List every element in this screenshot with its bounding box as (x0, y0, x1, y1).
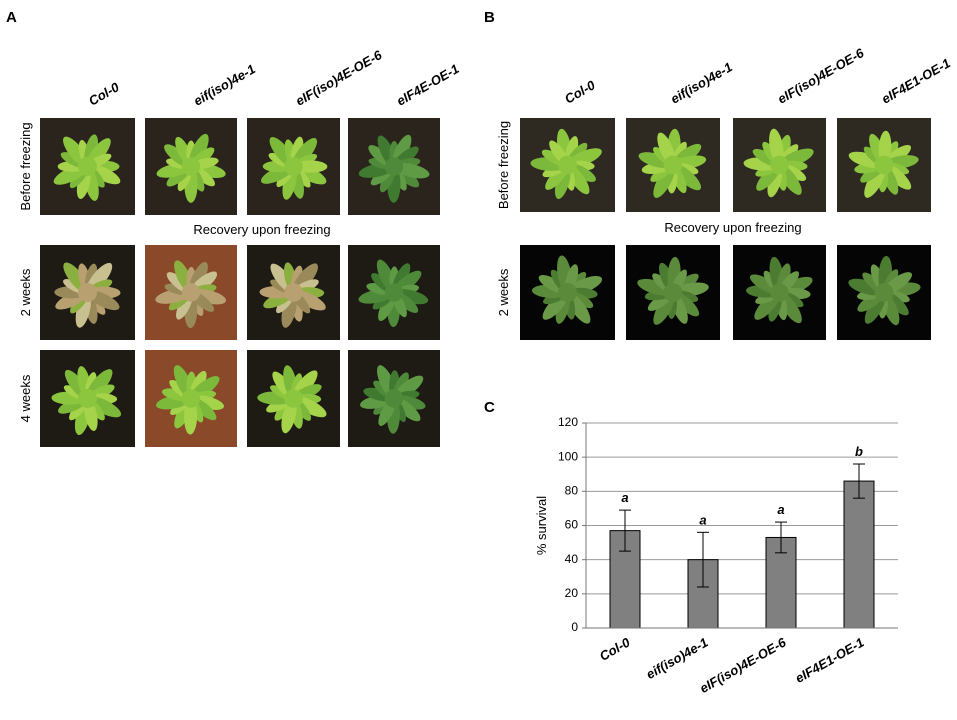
panel-label: A (6, 9, 17, 26)
significance-letter: b (855, 444, 863, 459)
row-label: Before freezing (18, 122, 33, 210)
x-tick-label: Col-0 (597, 634, 633, 664)
y-tick-label: 60 (565, 518, 579, 532)
leaf (284, 283, 303, 302)
plant-photo (733, 245, 826, 340)
leaf (384, 389, 404, 408)
bar (843, 480, 875, 629)
leaf (181, 283, 201, 302)
y-tick-label: 100 (558, 449, 578, 463)
plant-photo (348, 118, 440, 215)
column-label: eIF(iso)4E-OE-6 (293, 47, 385, 109)
plant-photo (626, 245, 720, 340)
y-axis-title: % survival (534, 496, 549, 555)
leaf (184, 398, 198, 435)
leaf (874, 283, 894, 302)
plant-photo (145, 118, 237, 215)
panel-label: B (484, 9, 495, 26)
plant-photo (247, 118, 340, 215)
leaf (284, 157, 303, 176)
y-tick-label: 80 (565, 484, 579, 498)
error-bar (775, 521, 787, 554)
panel-label: C (484, 399, 495, 416)
y-tick-label: 0 (571, 620, 578, 634)
section-title: Recovery upon freezing (664, 220, 801, 235)
plant-photo (520, 118, 615, 212)
significance-letter: a (777, 502, 784, 517)
leaf (663, 155, 683, 175)
plant-photo (348, 350, 440, 447)
significance-letter: a (699, 512, 706, 527)
leaf (181, 157, 201, 176)
column-label: Col-0 (562, 77, 598, 107)
x-tick-label: eif(iso)4e-1 (644, 635, 711, 682)
leaf (770, 155, 789, 175)
column-label: eif(iso)4e-1 (668, 59, 735, 106)
column-label: eIF(iso)4E-OE-6 (775, 45, 867, 107)
error-bar (697, 531, 709, 588)
significance-letter: a (621, 490, 628, 505)
leaf (284, 389, 303, 408)
leaf (558, 283, 577, 302)
x-tick-label: eIF(iso)4E-OE-6 (697, 634, 789, 696)
leaf (181, 389, 201, 408)
error-bar (619, 509, 631, 552)
plant-photo (247, 245, 340, 340)
column-label: eif(iso)4e-1 (191, 61, 258, 108)
plant-photo (626, 118, 720, 212)
leaf (770, 283, 789, 302)
leaf (558, 155, 577, 175)
leaf (78, 389, 97, 408)
leaf (384, 283, 404, 302)
column-label: eIF4E1-OE-1 (879, 55, 953, 106)
column-label: eIF4E-OE-1 (394, 61, 462, 109)
plant-photo (837, 118, 931, 212)
plant-photo (348, 245, 440, 340)
leaf (78, 157, 97, 176)
plant-photo (40, 245, 135, 340)
y-tick-label: 20 (565, 586, 579, 600)
leaf (384, 157, 404, 176)
x-tick-label: eIF4E1-OE-1 (793, 635, 867, 686)
row-label: 2 weeks (496, 268, 511, 316)
row-label: 2 weeks (18, 268, 33, 316)
plant-photo (40, 118, 135, 215)
row-label: 4 weeks (18, 374, 33, 422)
y-tick-label: 40 (565, 552, 579, 566)
plant-photo (520, 245, 615, 340)
plant-photo (40, 350, 135, 447)
plant-photo (733, 118, 826, 212)
section-title: Recovery upon freezing (193, 222, 330, 237)
leaf (78, 283, 97, 302)
error-bar (853, 463, 865, 499)
plant-photo (837, 245, 931, 340)
plant-photo (247, 350, 340, 447)
leaf (663, 283, 683, 302)
y-tick-label: 120 (558, 415, 578, 429)
plant-photo (145, 350, 237, 447)
column-label: Col-0 (86, 79, 122, 109)
plant-photo (145, 245, 237, 340)
leaf (874, 155, 894, 175)
row-label: Before freezing (496, 121, 511, 209)
